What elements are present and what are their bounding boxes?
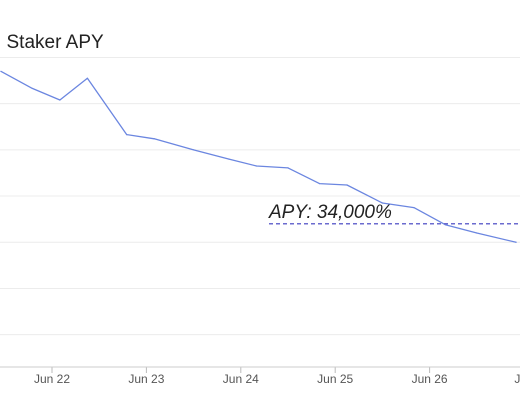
data-point bbox=[346, 184, 348, 186]
data-point bbox=[86, 77, 88, 79]
data-point bbox=[193, 149, 195, 151]
data-point bbox=[31, 87, 33, 90]
data-point bbox=[515, 241, 517, 243]
x-tick-label: Jun bbox=[514, 372, 520, 386]
data-point bbox=[126, 134, 128, 136]
series-line-apy bbox=[0, 70, 517, 243]
x-tick-label: Jun 22 bbox=[34, 372, 70, 386]
apy-annotation: APY: 34,000% bbox=[268, 202, 520, 225]
data-point bbox=[318, 182, 321, 185]
data-point bbox=[0, 70, 2, 72]
x-tick-label: Jun 25 bbox=[317, 372, 353, 386]
x-tick-label: Jun 26 bbox=[412, 372, 448, 386]
data-point bbox=[287, 167, 289, 169]
data-point bbox=[413, 207, 415, 209]
data-point bbox=[228, 158, 230, 160]
x-tick-label: Jun 24 bbox=[223, 372, 259, 386]
data-point bbox=[153, 138, 155, 140]
chart-gridlines bbox=[0, 56, 520, 336]
data-point bbox=[59, 99, 61, 101]
x-axis-ticks: Jun 22 Jun 23 Jun 24 Jun 25 Jun 26 Jun bbox=[34, 367, 520, 386]
annotation-label: APY: 34,000% bbox=[268, 202, 392, 223]
chart-title: l Staker APY bbox=[0, 32, 104, 53]
series-group bbox=[0, 70, 517, 243]
data-point bbox=[381, 202, 383, 204]
data-point bbox=[476, 232, 478, 234]
x-tick-label: Jun 23 bbox=[128, 372, 164, 386]
data-point bbox=[255, 165, 258, 167]
